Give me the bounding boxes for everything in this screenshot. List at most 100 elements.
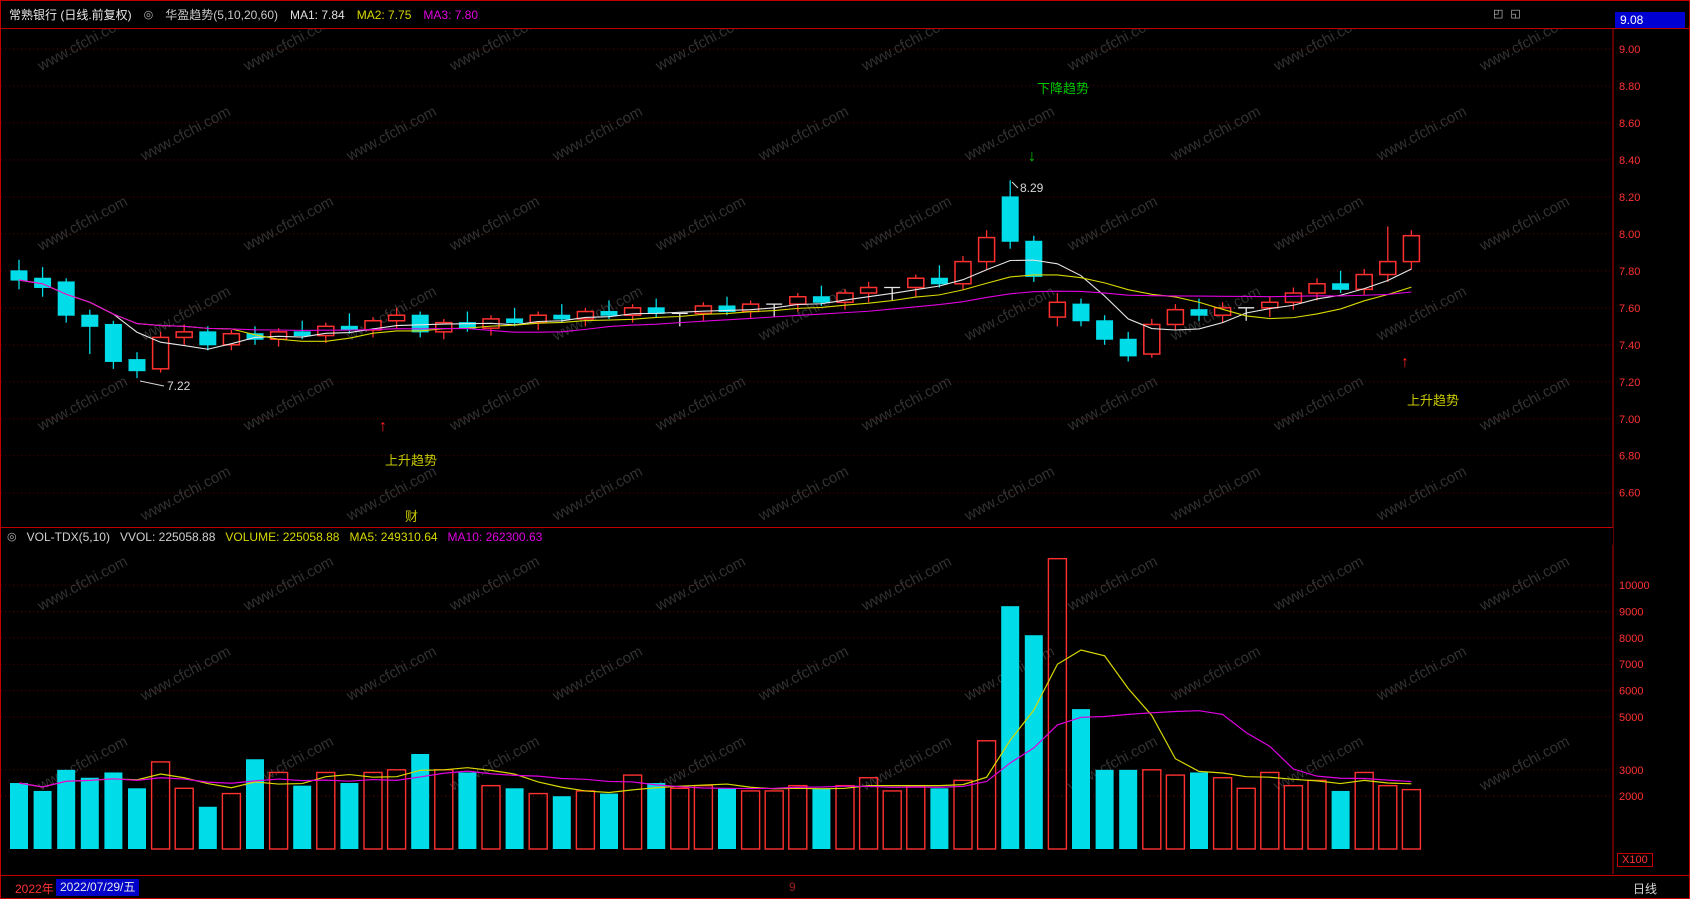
volume-indicator-name[interactable]: VOL-TDX(5,10) — [26, 529, 110, 544]
titlebar: 常熟银行 (日线.前复权) ◎ 华盈趋势(5,10,20,60) MA1: 7.… — [1, 1, 1689, 29]
svg-text:7.80: 7.80 — [1619, 266, 1640, 278]
volume-pane-header: ◎ VOL-TDX(5,10) VVOL: 225058.88 VOLUME: … — [1, 527, 1613, 545]
svg-text:www.cfchi.com: www.cfchi.com — [446, 373, 542, 435]
svg-text:6000: 6000 — [1619, 686, 1643, 698]
svg-text:5000: 5000 — [1619, 712, 1643, 724]
svg-text:www.cfchi.com: www.cfchi.com — [1373, 283, 1469, 345]
svg-text:www.cfchi.com: www.cfchi.com — [1064, 553, 1160, 615]
svg-text:上升趋势: 上升趋势 — [1407, 393, 1459, 408]
svg-text:www.cfchi.com: www.cfchi.com — [1270, 553, 1366, 615]
svg-text:9000: 9000 — [1619, 606, 1643, 618]
svg-text:www.cfchi.com: www.cfchi.com — [755, 103, 851, 165]
svg-text:www.cfchi.com: www.cfchi.com — [858, 373, 954, 435]
split-window-icon[interactable]: ◱ — [1510, 8, 1521, 20]
svg-text:www.cfchi.com: www.cfchi.com — [34, 553, 130, 615]
svg-text:www.cfchi.com: www.cfchi.com — [1373, 103, 1469, 165]
svg-text:8.00: 8.00 — [1619, 229, 1640, 241]
volume-ma5-value: MA5: 249310.64 — [349, 529, 438, 544]
svg-text:2000: 2000 — [1619, 791, 1643, 803]
svg-text:7000: 7000 — [1619, 659, 1643, 671]
svg-text:www.cfchi.com: www.cfchi.com — [1476, 373, 1572, 435]
svg-text:www.cfchi.com: www.cfchi.com — [240, 553, 336, 615]
svg-text:7.22: 7.22 — [167, 379, 191, 393]
svg-text:7.20: 7.20 — [1619, 377, 1640, 389]
svg-text:www.cfchi.com: www.cfchi.com — [137, 103, 233, 165]
svg-text:www.cfchi.com: www.cfchi.com — [652, 193, 748, 255]
svg-text:上升趋势: 上升趋势 — [385, 453, 437, 468]
svg-text:www.cfchi.com: www.cfchi.com — [549, 643, 645, 705]
svg-text:www.cfchi.com: www.cfchi.com — [34, 193, 130, 255]
svg-text:www.cfchi.com: www.cfchi.com — [961, 103, 1057, 165]
svg-text:3000: 3000 — [1619, 765, 1643, 777]
svg-text:www.cfchi.com: www.cfchi.com — [1167, 463, 1263, 525]
svg-text:www.cfchi.com: www.cfchi.com — [1167, 103, 1263, 165]
svg-text:www.cfchi.com: www.cfchi.com — [1373, 643, 1469, 705]
svg-text:www.cfchi.com: www.cfchi.com — [549, 463, 645, 525]
svg-text:8.80: 8.80 — [1619, 81, 1640, 93]
vvol-value: VVOL: 225058.88 — [119, 529, 216, 544]
svg-text:www.cfchi.com: www.cfchi.com — [961, 283, 1057, 345]
svg-text:8000: 8000 — [1619, 633, 1643, 645]
layout-icon[interactable]: ◰ — [1493, 8, 1504, 20]
svg-text:www.cfchi.com: www.cfchi.com — [343, 643, 439, 705]
svg-text:www.cfchi.com: www.cfchi.com — [137, 463, 233, 525]
svg-text:www.cfchi.com: www.cfchi.com — [1167, 643, 1263, 705]
svg-text:www.cfchi.com: www.cfchi.com — [1476, 733, 1572, 795]
month-label: 9 — [789, 880, 796, 894]
svg-text:www.cfchi.com: www.cfchi.com — [961, 463, 1057, 525]
svg-text:www.cfchi.com: www.cfchi.com — [652, 553, 748, 615]
svg-text:↑: ↑ — [1401, 354, 1409, 371]
svg-text:www.cfchi.com: www.cfchi.com — [343, 103, 439, 165]
volume-expand-icon[interactable]: ◎ — [7, 531, 17, 543]
svg-text:7.00: 7.00 — [1619, 414, 1640, 426]
svg-text:8.40: 8.40 — [1619, 155, 1640, 167]
svg-text:www.cfchi.com: www.cfchi.com — [549, 103, 645, 165]
svg-text:www.cfchi.com: www.cfchi.com — [858, 553, 954, 615]
svg-text:www.cfchi.com: www.cfchi.com — [755, 463, 851, 525]
bottom-time-axis: 2022年 2022/07/29/五 9 日线 — [1, 875, 1689, 898]
svg-text:6.60: 6.60 — [1619, 488, 1640, 500]
svg-text:www.cfchi.com: www.cfchi.com — [34, 373, 130, 435]
window-controls: ◰ ◱ — [1493, 7, 1521, 20]
date-highlight: 2022/07/29/五 — [56, 879, 140, 896]
svg-text:↓: ↓ — [1028, 148, 1036, 165]
svg-text:↑: ↑ — [379, 418, 387, 435]
svg-text:7.40: 7.40 — [1619, 340, 1640, 352]
stock-title: 常熟银行 (日线.前复权) — [9, 8, 132, 22]
svg-text:8.20: 8.20 — [1619, 192, 1640, 204]
svg-text:www.cfchi.com: www.cfchi.com — [1476, 553, 1572, 615]
svg-text:www.cfchi.com: www.cfchi.com — [1064, 373, 1160, 435]
svg-text:下降趋势: 下降趋势 — [1037, 81, 1089, 96]
svg-text:www.cfchi.com: www.cfchi.com — [446, 553, 542, 615]
svg-text:www.cfchi.com: www.cfchi.com — [1373, 463, 1469, 525]
svg-text:www.cfchi.com: www.cfchi.com — [652, 373, 748, 435]
period-label[interactable]: 日线 — [1633, 882, 1658, 896]
svg-text:财: 财 — [405, 509, 418, 524]
ma3-value: MA3: 7.80 — [423, 7, 479, 22]
volume-unit-label: X100 — [1617, 853, 1653, 867]
indicator-name[interactable]: 华盈趋势(5,10,20,60) — [165, 8, 278, 22]
svg-text:7.60: 7.60 — [1619, 303, 1640, 315]
svg-text:www.cfchi.com: www.cfchi.com — [137, 643, 233, 705]
svg-text:www.cfchi.com: www.cfchi.com — [240, 373, 336, 435]
ma1-value: MA1: 7.84 — [290, 7, 345, 22]
svg-text:8.29: 8.29 — [1020, 181, 1044, 195]
svg-text:www.cfchi.com: www.cfchi.com — [755, 283, 851, 345]
svg-text:www.cfchi.com: www.cfchi.com — [1476, 193, 1572, 255]
volume-ma10-value: MA10: 262300.63 — [447, 529, 543, 544]
svg-text:www.cfchi.com: www.cfchi.com — [343, 283, 439, 345]
svg-text:9.00: 9.00 — [1619, 44, 1640, 56]
svg-text:8.60: 8.60 — [1619, 118, 1640, 130]
svg-text:www.cfchi.com: www.cfchi.com — [343, 463, 439, 525]
svg-text:www.cfchi.com: www.cfchi.com — [1270, 193, 1366, 255]
svg-text:www.cfchi.com: www.cfchi.com — [240, 193, 336, 255]
svg-text:www.cfchi.com: www.cfchi.com — [858, 193, 954, 255]
volume-value: VOLUME: 225058.88 — [225, 529, 340, 544]
svg-text:www.cfchi.com: www.cfchi.com — [1064, 193, 1160, 255]
svg-text:www.cfchi.com: www.cfchi.com — [446, 193, 542, 255]
year-label: 2022年 — [15, 882, 54, 896]
indicator-expand-icon[interactable]: ◎ — [143, 9, 154, 21]
svg-text:6.80: 6.80 — [1619, 451, 1640, 463]
